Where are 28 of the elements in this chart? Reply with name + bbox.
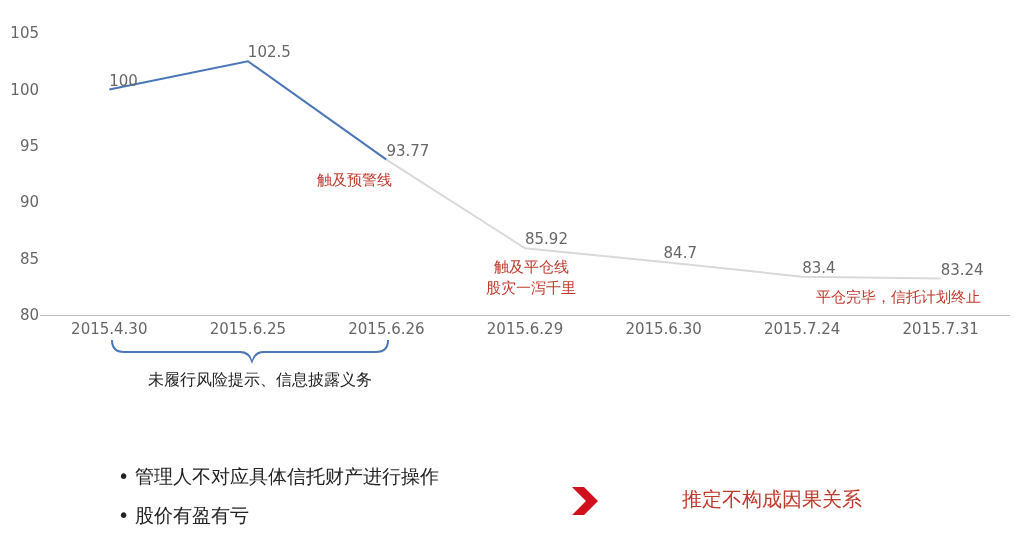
data-label: 83.4 <box>802 258 836 277</box>
text: • 股价有盈有亏 <box>118 503 250 528</box>
data-label: 85.92 <box>525 230 568 249</box>
data-label: 102.5 <box>247 43 291 62</box>
annotation: 股灾一泻千里 <box>486 279 576 298</box>
x-tick-label: 2015.7.24 <box>763 320 841 338</box>
x-tick-label: 2015.6.25 <box>209 320 287 338</box>
data-label: 83.24 <box>940 260 984 279</box>
data-label: 84.7 <box>663 244 697 263</box>
annotation: 平仓完毕，信托计划终止 <box>815 288 981 307</box>
text: • 管理人不对应具体信托财产进行操作 <box>118 464 440 489</box>
x-tick-label: 2015.6.29 <box>486 320 564 338</box>
y-tick-label: 85 <box>19 249 39 268</box>
x-tick-label: 2015.7.31 <box>902 320 979 338</box>
x-tick-label: 2015.6.30 <box>625 320 702 338</box>
annotation: 触及平仓线 <box>493 258 569 277</box>
y-tick-label: 90 <box>19 193 39 212</box>
data-label: 93.77 <box>386 141 430 160</box>
x-tick-label: 2015.6.26 <box>348 320 425 338</box>
annotation: 触及预警线 <box>316 171 392 190</box>
y-tick-label: 100 <box>10 80 39 99</box>
x-tick-label: 2015.4.30 <box>71 320 148 338</box>
text: 未履行风险提示、信息披露义务 <box>148 370 372 391</box>
y-tick-label: 105 <box>10 24 39 43</box>
y-tick-label: 80 <box>19 306 39 325</box>
y-tick-label: 95 <box>19 137 39 156</box>
text: 推定不构成因果关系 <box>682 486 862 513</box>
data-label: 100 <box>109 71 138 90</box>
